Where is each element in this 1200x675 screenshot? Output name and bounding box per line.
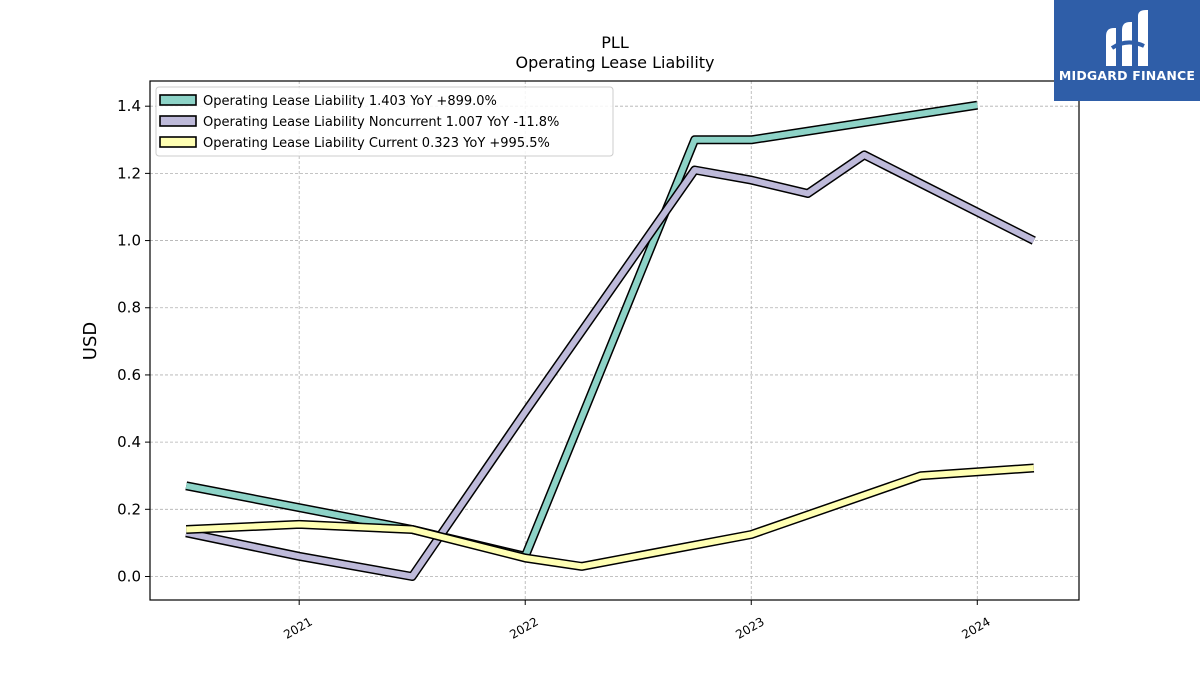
y-tick-label: 1.0 xyxy=(117,232,141,250)
y-axis: 0.0 0.2 0.4 0.6 0.8 1.0 1.2 1.4 xyxy=(117,97,150,585)
legend-swatch xyxy=(159,115,197,127)
x-tick-label: 2022 xyxy=(507,614,540,641)
y-axis-label: USD xyxy=(80,322,101,360)
legend-swatch xyxy=(159,94,197,106)
grid xyxy=(150,81,1079,600)
y-tick-label: 1.2 xyxy=(117,164,141,182)
legend-label: Operating Lease Liability Current 0.323 … xyxy=(203,136,550,151)
series-lines xyxy=(185,100,1036,581)
legend-box xyxy=(155,86,614,157)
chart-subtitle: Operating Lease Liability xyxy=(515,53,714,72)
series-line xyxy=(185,100,978,561)
x-axis: 2021 2022 2023 2024 xyxy=(281,600,993,642)
x-tick-label: 2024 xyxy=(959,614,992,641)
series-line-stroke xyxy=(186,465,1035,570)
chart-title: PLL xyxy=(601,33,629,52)
legend-swatch xyxy=(159,136,197,148)
series-line xyxy=(185,463,1035,571)
y-tick-label: 0.2 xyxy=(117,500,141,518)
legend-label: Operating Lease Liability Noncurrent 1.0… xyxy=(203,115,559,130)
plot-frame xyxy=(149,80,1080,601)
series-line xyxy=(185,150,1036,581)
legend-item: Operating Lease Liability Current 0.323 … xyxy=(159,136,550,151)
legend-item: Operating Lease Liability 1.403 YoY +899… xyxy=(159,94,497,109)
x-tick-label: 2021 xyxy=(281,614,314,641)
y-tick-label: 1.4 xyxy=(117,97,141,115)
x-tick-label: 2023 xyxy=(733,614,766,641)
y-tick-label: 0.4 xyxy=(117,433,141,451)
y-tick-label: 0.6 xyxy=(117,366,141,384)
y-tick-label: 0.8 xyxy=(117,299,141,317)
brand-logo: MIDGARD FINANCE xyxy=(1054,0,1200,101)
logo-mark-icon xyxy=(1106,10,1148,66)
series-line-stroke xyxy=(185,102,978,560)
legend: Operating Lease Liability 1.403 YoY +899… xyxy=(155,86,614,157)
series-line-stroke xyxy=(185,151,1036,580)
y-tick-label: 0.0 xyxy=(117,567,141,585)
legend-label: Operating Lease Liability 1.403 YoY +899… xyxy=(203,94,497,109)
legend-item: Operating Lease Liability Noncurrent 1.0… xyxy=(159,115,559,130)
logo-text: MIDGARD FINANCE xyxy=(1058,68,1196,83)
